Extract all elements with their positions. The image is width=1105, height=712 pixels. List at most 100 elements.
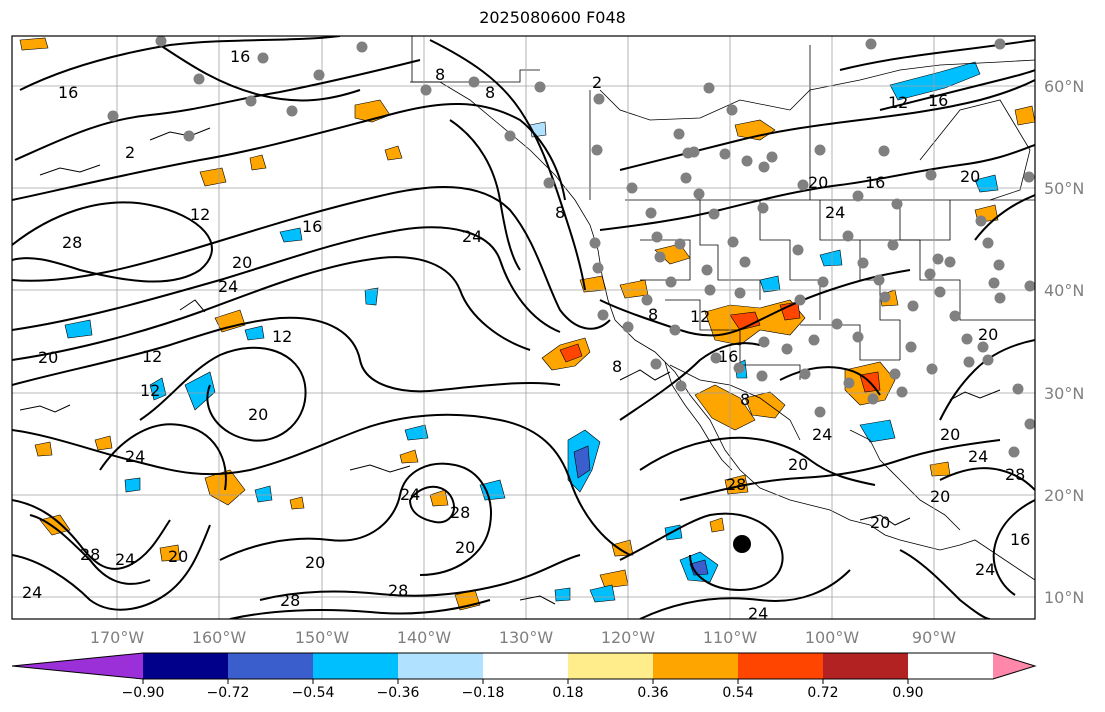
contour-label: 12: [690, 307, 710, 326]
contour-label: 24: [825, 203, 845, 222]
contour-label: 16: [865, 173, 885, 192]
longitude-label: 160°W: [192, 628, 247, 647]
contour-label: 24: [400, 485, 420, 504]
colorbar-segment: [738, 653, 823, 679]
contour-label: 20: [930, 487, 950, 506]
contour-label: 20: [168, 547, 188, 566]
contour-label: 28: [80, 545, 100, 564]
colorbar-tick-label: 0.54: [722, 685, 753, 701]
colorbar-segment: [143, 653, 228, 679]
colorbar-segment: [228, 653, 313, 679]
longitude-label: 150°W: [295, 628, 350, 647]
contour-label: 28: [280, 591, 300, 610]
colorbar-tick-label: 0.18: [552, 685, 583, 701]
contour-label-group: 16 16 12 16 2 8 8 2 12 16 20 24 28 24 20…: [22, 47, 1030, 623]
contour-label: 20: [232, 253, 252, 272]
contour-label: 12: [888, 93, 908, 112]
minor-contours: [19, 127, 1001, 605]
contour-label: 16: [58, 83, 78, 102]
colorbar-segment: [993, 653, 1035, 679]
colorbar-segments: [12, 653, 1035, 679]
longitude-label: 120°W: [601, 628, 656, 647]
colorbar-tick-label: 0.90: [892, 685, 923, 701]
contour-label: 8: [435, 65, 445, 84]
latitude-axis: 60°N 50°N 40°N 30°N 20°N 10°N: [1044, 77, 1084, 607]
colorbar-tick-label: −0.18: [462, 685, 505, 701]
contour-label: 20: [808, 173, 828, 192]
contour-label: 24: [968, 447, 988, 466]
contour-label: 12: [190, 205, 210, 224]
storm-center-marker: [733, 535, 751, 553]
graticule: [12, 36, 1035, 619]
colorbar-segment: [568, 653, 653, 679]
colorbar-segment: [398, 653, 483, 679]
contour-label: 8: [555, 203, 565, 222]
latitude-label: 60°N: [1044, 77, 1084, 96]
contour-label: 24: [812, 425, 832, 444]
contour-label: 20: [305, 553, 325, 572]
longitude-axis: 170°W 160°W 150°W 140°W 130°W 120°W 110°…: [90, 628, 956, 647]
colorbar-labels: −0.90 −0.72 −0.54 −0.36 −0.18 0.18 0.36 …: [122, 685, 924, 701]
contour-label: 24: [975, 560, 995, 579]
contour-label: 28: [62, 233, 82, 252]
map-title: 2025080600 F048: [479, 8, 626, 27]
contour-label: 12: [272, 327, 292, 346]
latitude-label: 30°N: [1044, 384, 1084, 403]
contour-label: 24: [22, 583, 42, 602]
colorbar-segment: [12, 653, 143, 679]
contour-label: 8: [740, 390, 750, 409]
colorbar-tick-label: −0.54: [292, 685, 335, 701]
colorbar: −0.90 −0.72 −0.54 −0.36 −0.18 0.18 0.36 …: [11, 652, 1037, 701]
map-frame: [11, 35, 1036, 620]
contour-label: 24: [462, 227, 482, 246]
colorbar-segment: [653, 653, 738, 679]
latitude-label: 10°N: [1044, 588, 1084, 607]
contour-label: 16: [230, 47, 250, 66]
contour-label: 20: [38, 348, 58, 367]
contour-label: 20: [455, 538, 475, 557]
contour-label: 20: [788, 455, 808, 474]
colorbar-segment: [823, 653, 908, 679]
contour-label: 28: [388, 581, 408, 600]
contour-label: 16: [1010, 530, 1030, 549]
longitude-label: 110°W: [703, 628, 758, 647]
colorbar-tick-label: −0.90: [122, 685, 165, 701]
latitude-label: 20°N: [1044, 486, 1084, 505]
contour-label: 16: [718, 347, 738, 366]
longitude-label: 170°W: [90, 628, 145, 647]
contour-label: 24: [125, 447, 145, 466]
contour-label: 24: [218, 277, 238, 296]
contour-label: 28: [1005, 465, 1025, 484]
contour-label: 20: [978, 325, 998, 344]
contour-label: 16: [928, 91, 948, 110]
contour-label: 8: [612, 357, 622, 376]
contour-label: 28: [726, 475, 746, 494]
contour-label: 16: [302, 217, 322, 236]
contour-label: 20: [940, 425, 960, 444]
contour-label: 12: [142, 347, 162, 366]
colorbar-segment: [313, 653, 398, 679]
colorbar-tick-label: 0.36: [637, 685, 668, 701]
contour-label: 2: [125, 143, 135, 162]
contour-label: 12: [140, 381, 160, 400]
longitude-label: 130°W: [499, 628, 554, 647]
station-markers: [107, 36, 1035, 458]
contour-label: 20: [960, 167, 980, 186]
longitude-label: 140°W: [397, 628, 452, 647]
latitude-label: 50°N: [1044, 179, 1084, 198]
longitude-label: 100°W: [805, 628, 860, 647]
map-plot-area: 16 16 12 16 2 8 8 2 12 16 20 24 28 24 20…: [12, 36, 1035, 623]
latitude-label: 40°N: [1044, 281, 1084, 300]
longitude-label: 90°W: [912, 628, 956, 647]
colorbar-segment: [483, 653, 568, 679]
colorbar-ticks: [142, 679, 909, 684]
colorbar-tick-label: −0.36: [377, 685, 420, 701]
contour-label: 20: [248, 405, 268, 424]
colorbar-tick-label: −0.72: [207, 685, 250, 701]
colorbar-tick-label: 0.72: [807, 685, 838, 701]
contour-label: 24: [748, 604, 768, 623]
contour-label: 8: [648, 305, 658, 324]
contour-label: 20: [870, 513, 890, 532]
contour-label: 28: [450, 503, 470, 522]
